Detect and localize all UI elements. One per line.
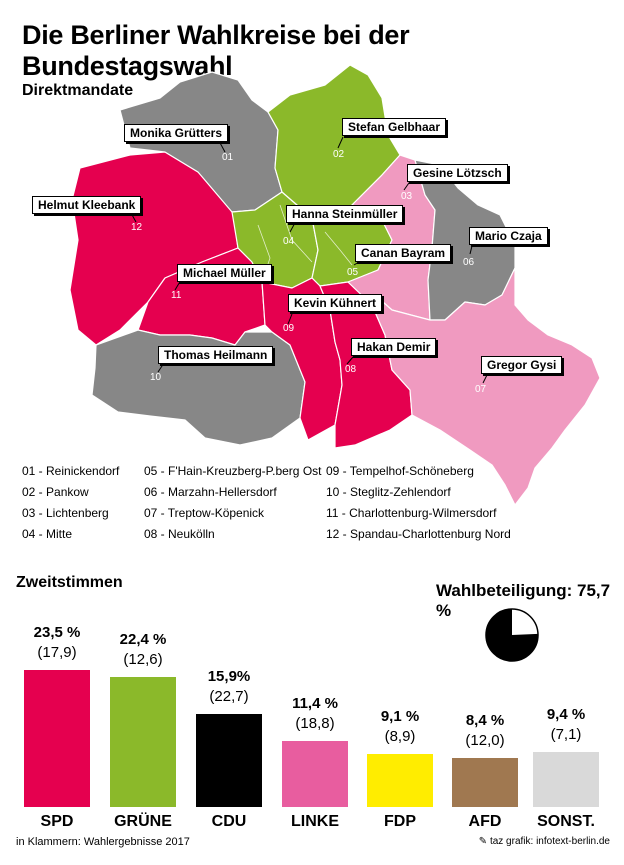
- party-label: GRÜNE: [114, 813, 172, 830]
- bar-grne: [110, 676, 176, 807]
- candidate-label-03: Gesine Lötzsch: [407, 164, 508, 182]
- candidate-label-01: Monika Grütters: [124, 124, 229, 142]
- party-label: SPD: [40, 813, 74, 830]
- legend-item: 02 - Pankow: [22, 485, 89, 499]
- district-number-09: 09: [283, 323, 295, 334]
- candidate-label-08: Hakan Demir: [351, 338, 437, 356]
- district-number-02: 02: [333, 149, 345, 160]
- district-number-06: 06: [463, 257, 475, 268]
- bar-linke: [282, 740, 348, 807]
- district-number-11: 11: [171, 290, 182, 301]
- legend-item: 09 - Tempelhof-Schöneberg: [326, 464, 474, 478]
- candidate-label-09: Kevin Kühnert: [288, 294, 383, 312]
- party-label: AFD: [468, 813, 502, 830]
- turnout-pie-rest: [512, 609, 538, 635]
- party-label: SONST.: [537, 813, 595, 830]
- value-label: 11,4 %: [292, 694, 338, 712]
- previous-result-label: (7,1): [550, 726, 582, 744]
- candidate-label-11: Michael Müller: [177, 264, 272, 282]
- previous-result-label: (17,9): [37, 644, 77, 662]
- value-label: 22,4 %: [119, 630, 167, 648]
- legend-item: 06 - Marzahn-Hellersdorf: [144, 485, 277, 499]
- footer-note: in Klammern: Wahlergebnisse 2017: [16, 836, 190, 848]
- candidate-label-07: Gregor Gysi: [481, 356, 563, 374]
- zweitstimmen-title: Zweitstimmen: [16, 574, 123, 591]
- legend-item: 07 - Treptow-Köpenick: [144, 506, 265, 520]
- district-number-03: 03: [401, 191, 413, 202]
- district-number-04: 04: [283, 236, 295, 247]
- district-number-08: 08: [345, 364, 357, 375]
- previous-result-label: (18,8): [295, 714, 335, 732]
- value-label: 15,9%: [207, 668, 251, 686]
- value-label: 9,4 %: [546, 706, 586, 724]
- previous-result-label: (8,9): [384, 728, 416, 746]
- district-number-12: 12: [131, 222, 143, 233]
- district-number-01: 01: [222, 152, 234, 163]
- legend-item: 03 - Lichtenberg: [22, 506, 109, 520]
- legend-item: 12 - Spandau-Charlottenburg Nord: [326, 527, 511, 541]
- legend-item: 11 - Charlottenburg-Wilmersdorf: [326, 506, 497, 520]
- bar-afd: [452, 758, 518, 807]
- candidate-label-05: Canan Bayram: [355, 244, 452, 262]
- legend-item: 05 - F'Hain-Kreuzberg-P.berg Ost: [144, 464, 322, 478]
- candidate-label-06: Mario Czaja: [469, 227, 548, 245]
- party-label: CDU: [211, 813, 247, 830]
- pencil-icon: ✎: [478, 836, 490, 847]
- previous-result-label: (12,6): [123, 650, 163, 668]
- legend-item: 01 - Reinickendorf: [22, 464, 120, 478]
- turnout-pie: [485, 608, 539, 662]
- candidate-label-02: Stefan Gelbhaar: [342, 118, 447, 136]
- credit-text: taz grafik: infotext-berlin.de: [489, 836, 610, 847]
- party-label: FDP: [384, 813, 416, 830]
- legend-item: 04 - Mitte: [22, 527, 73, 541]
- district-number-05: 05: [347, 267, 359, 278]
- district-07-area: [371, 267, 601, 506]
- bar-cdu: [196, 714, 262, 807]
- bar-fdp: [367, 754, 433, 807]
- legend-item: 08 - Neukölln: [144, 527, 215, 541]
- direct-section-title: Direktmandate: [22, 82, 134, 99]
- previous-result-label: (22,7): [209, 688, 249, 706]
- value-label: 9,1 %: [380, 708, 420, 726]
- candidate-label-12: Helmut Kleebank: [32, 196, 142, 214]
- legend-item: 10 - Steglitz-Zehlendorf: [326, 485, 451, 499]
- bar-spd: [24, 670, 90, 807]
- candidate-label-10: Thomas Heilmann: [158, 346, 274, 364]
- party-label: LINKE: [291, 813, 339, 830]
- district-number-07: 07: [475, 384, 487, 395]
- credit-line: ✎ taz grafik: infotext-berlin.de: [479, 836, 610, 847]
- bar-sonst: [533, 752, 599, 807]
- value-label: 23,5 %: [33, 624, 81, 642]
- turnout-label: Wahlbeteiligung: 75,7 %: [436, 581, 611, 620]
- district-number-10: 10: [150, 372, 162, 383]
- page-title: Die Berliner Wahlkreise bei der Bundesta…: [22, 20, 410, 81]
- berlin-district-map: [69, 64, 601, 506]
- value-label: 8,4 %: [465, 712, 505, 730]
- candidate-label-04: Hanna Steinmüller: [286, 205, 404, 223]
- previous-result-label: (12,0): [465, 732, 505, 750]
